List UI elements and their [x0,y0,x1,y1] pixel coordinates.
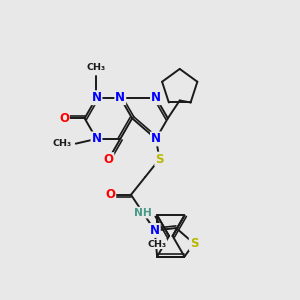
Text: N: N [92,91,101,104]
Text: N: N [151,91,161,104]
Text: CH₃: CH₃ [53,139,72,148]
Text: O: O [105,188,115,201]
Text: CH₃: CH₃ [148,240,167,249]
Text: S: S [190,237,198,250]
Text: CH₃: CH₃ [87,63,106,72]
Text: O: O [103,153,113,166]
Text: S: S [155,153,164,166]
Text: N: N [115,91,125,104]
Text: N: N [92,132,101,146]
Text: O: O [59,112,69,125]
Text: N: N [150,224,160,237]
Text: NH: NH [134,208,152,218]
Text: N: N [151,132,161,146]
